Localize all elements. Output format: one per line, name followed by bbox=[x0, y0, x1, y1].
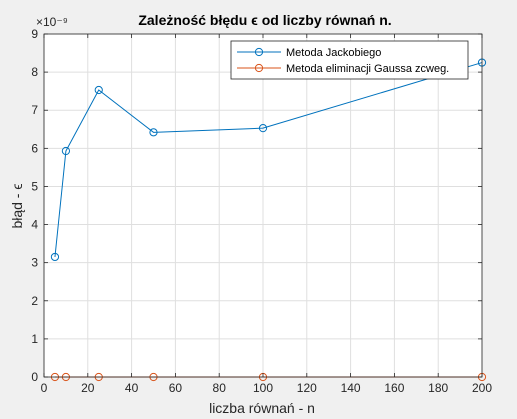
legend-item: Metoda eliminacji Gaussa zcweg. bbox=[237, 63, 449, 75]
y-tick-label: 5 bbox=[31, 179, 38, 193]
y-tick-label: 7 bbox=[31, 103, 38, 117]
x-tick-label: 80 bbox=[213, 381, 227, 395]
ticks: 0 20 40 60 80 100 120 140 160 180 200 0 1 2 3 4 5 6 7 8 9 bbox=[31, 27, 492, 395]
x-tick-label: 20 bbox=[81, 381, 95, 395]
y-tick-label: 1 bbox=[31, 332, 38, 346]
legend-marker bbox=[254, 63, 264, 73]
y-tick-label: 2 bbox=[31, 294, 38, 308]
y-axis-label: błąd - ϵ bbox=[9, 183, 25, 228]
x-axis-label: liczba równań - n bbox=[209, 400, 315, 416]
legend-label: Metoda eliminacji Gaussa zcweg. bbox=[286, 63, 449, 75]
y-exponent-label: ×10⁻⁹ bbox=[36, 15, 68, 29]
series-1 bbox=[50, 58, 487, 262]
x-tick-label: 120 bbox=[297, 381, 317, 395]
x-tick-label: 60 bbox=[169, 381, 183, 395]
y-tick-label: 9 bbox=[31, 27, 38, 41]
x-tick-label: 100 bbox=[253, 381, 273, 395]
legend: Metoda Jackobiego Metoda eliminacji Gauss… bbox=[230, 40, 469, 80]
legend-marker bbox=[254, 47, 264, 57]
legend-box bbox=[230, 40, 469, 80]
y-tick-label: 6 bbox=[31, 141, 38, 155]
data-point bbox=[149, 128, 158, 137]
series-line bbox=[54, 62, 483, 258]
y-tick-label: 4 bbox=[31, 218, 38, 232]
data-point bbox=[61, 146, 71, 156]
legend-label: Metoda Jackobiego bbox=[286, 47, 381, 59]
x-tick-label: 180 bbox=[428, 381, 448, 395]
chart-title: Zależność błędu ϵ od liczby równań n. bbox=[138, 12, 391, 28]
y-tick-label: 3 bbox=[31, 256, 38, 270]
x-tick-label: 40 bbox=[125, 381, 139, 395]
x-tick-label: 160 bbox=[384, 381, 404, 395]
x-tick-label: 0 bbox=[41, 381, 48, 395]
x-tick-label: 140 bbox=[341, 381, 361, 395]
y-tick-label: 8 bbox=[31, 65, 38, 79]
data-point bbox=[258, 124, 268, 133]
data-point bbox=[94, 85, 103, 95]
legend-item: Metoda Jackobiego bbox=[237, 47, 381, 59]
x-tick-label: 200 bbox=[472, 381, 492, 395]
data-point bbox=[50, 252, 60, 262]
y-tick-label: 0 bbox=[31, 370, 38, 384]
